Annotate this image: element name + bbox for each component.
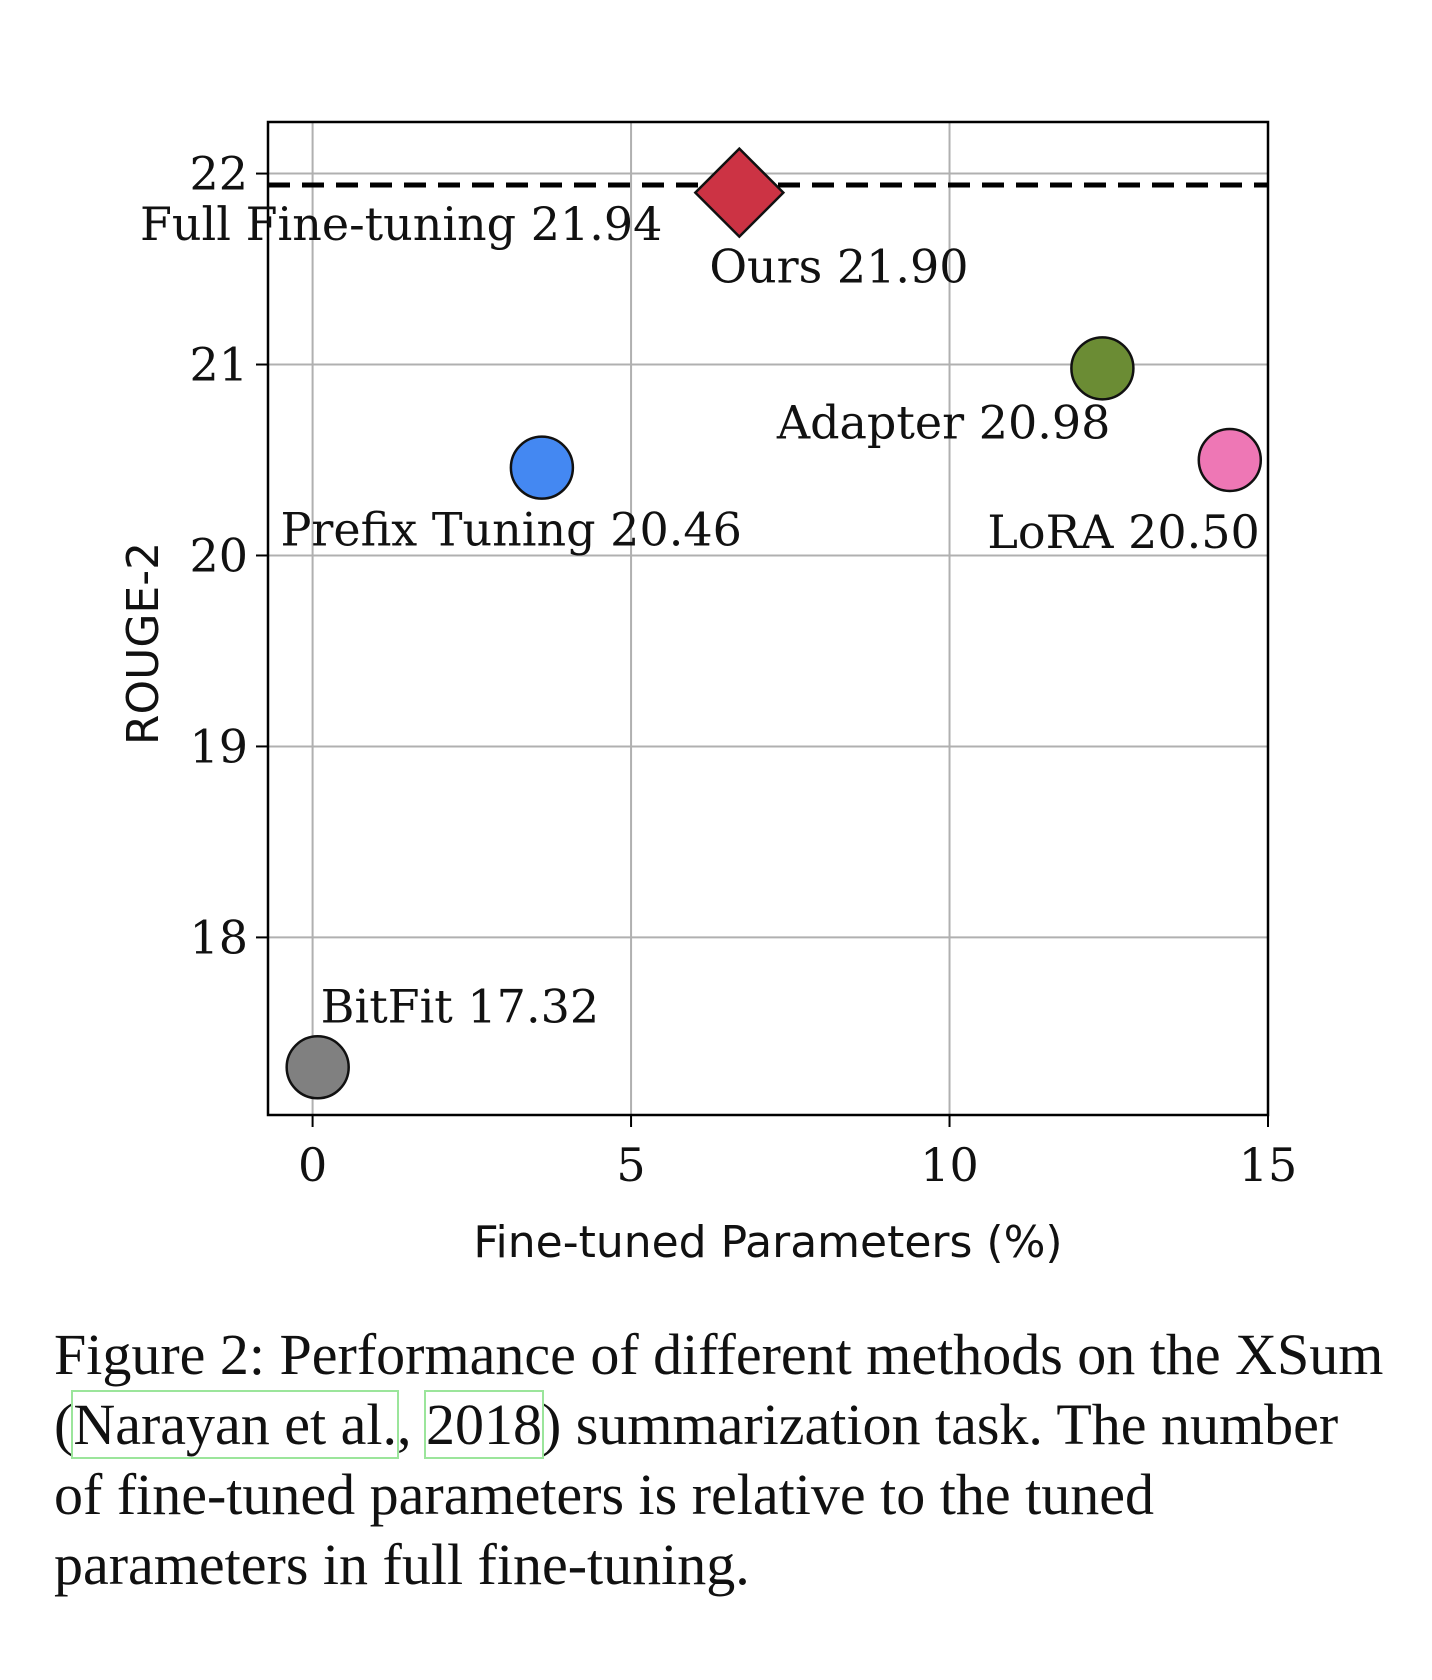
point-label: BitFit 17.32: [321, 979, 599, 1033]
y-axis-label: ROUGE-2: [118, 542, 169, 745]
citation-year-link[interactable]: 2018: [423, 1390, 544, 1459]
citation-author-link[interactable]: Narayan et al.: [71, 1390, 399, 1459]
point-label: Adapter 20.98: [776, 395, 1111, 449]
y-tick-label: 18: [189, 910, 248, 964]
x-tick-label: 5: [616, 1138, 645, 1192]
figure-caption: Figure 2: Performance of different metho…: [54, 1320, 1384, 1600]
circle-marker: [285, 1035, 350, 1100]
baseline-label: Full Fine-tuning 21.94: [140, 197, 662, 251]
scatter-chart: 0 5 10 15 18 19 20 21 22 Fine-tuned Parameters (…: [118, 120, 1297, 1268]
axis-ticks: 0 5 10 15 18 19 20 21 22: [189, 147, 1297, 1192]
data-points: [285, 146, 1263, 1100]
circle-marker: [1197, 427, 1263, 493]
plot-frame: [266, 120, 1270, 1117]
caption-prefix: Figure 2: Performance of different metho…: [54, 1322, 1384, 1457]
y-tick-label: 19: [189, 719, 248, 773]
point-label: Ours 21.90: [709, 240, 968, 294]
diamond-marker: [693, 146, 786, 239]
point-labels: Ours 21.90 Adapter 20.98 LoRA 20.50 Prefix …: [140, 197, 1260, 1033]
caption-suffix: ) summarization task. The number of fine…: [54, 1392, 1339, 1597]
y-tick-label: 20: [189, 528, 248, 582]
citation-separator: ,: [396, 1392, 426, 1457]
point-label: LoRA 20.50: [987, 505, 1259, 559]
x-tick-label: 15: [1239, 1138, 1298, 1192]
y-tick-label: 21: [189, 338, 248, 392]
x-tick-label: 10: [920, 1138, 979, 1192]
y-tick-label: 22: [189, 147, 248, 201]
point-label: Prefix Tuning 20.46: [280, 503, 741, 557]
x-axis-label: Fine-tuned Parameters (%): [473, 1217, 1062, 1268]
circle-marker: [509, 435, 575, 500]
x-tick-label: 0: [298, 1138, 327, 1192]
circle-marker: [1070, 336, 1135, 401]
